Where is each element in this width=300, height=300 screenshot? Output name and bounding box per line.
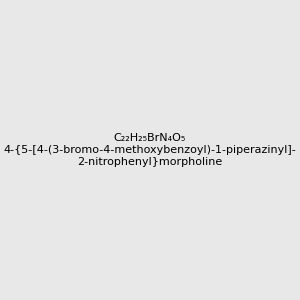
Text: C₂₂H₂₅BrN₄O₅
4-{5-[4-(3-bromo-4-methoxybenzoyl)-1-piperazinyl]-
2-nitrophenyl}mo: C₂₂H₂₅BrN₄O₅ 4-{5-[4-(3-bromo-4-methoxyb… — [4, 134, 296, 166]
